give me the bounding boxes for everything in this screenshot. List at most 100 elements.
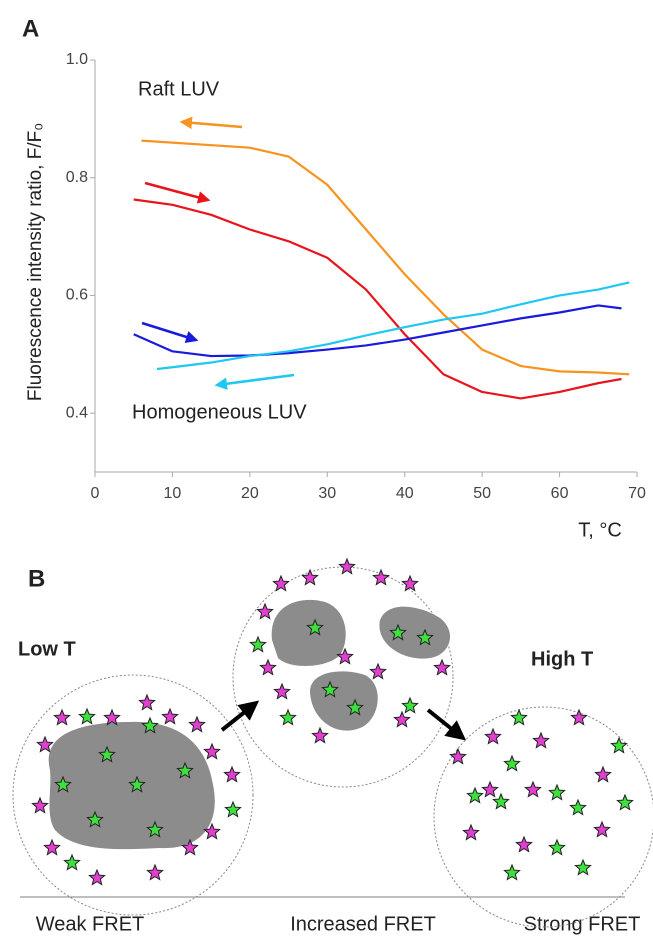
fluorophore <box>103 708 121 726</box>
fluorophore <box>31 796 49 814</box>
x-tick-label: 50 <box>473 485 491 502</box>
line-series <box>133 304 622 358</box>
line-series <box>156 281 630 371</box>
fluorophore <box>259 658 277 676</box>
fluorophore <box>594 765 612 783</box>
fluorophore <box>54 775 72 793</box>
raft-domain <box>379 606 451 659</box>
fluorophore <box>401 696 419 714</box>
fluorophore <box>338 557 356 575</box>
fluorophore <box>272 574 290 592</box>
fluorophore <box>389 623 407 641</box>
line-series <box>133 198 622 400</box>
vesicle <box>433 706 653 928</box>
arrows <box>141 116 295 390</box>
state-label: High T <box>531 648 593 670</box>
fluorophore <box>249 635 267 653</box>
stars <box>31 557 634 886</box>
fluorophore <box>503 863 521 881</box>
fluorophore <box>146 863 164 881</box>
fluorophore <box>515 835 533 853</box>
fluorophore <box>146 820 164 838</box>
fluorophore <box>532 731 550 749</box>
fluorophore <box>548 838 566 856</box>
fluorophore <box>78 707 96 725</box>
fluorophore <box>481 780 499 798</box>
x-tick-label: 40 <box>396 485 414 502</box>
fluorophore <box>593 820 611 838</box>
fluorophore <box>321 680 339 698</box>
fluorophore <box>393 710 411 728</box>
arrow <box>426 708 467 741</box>
fluorophore <box>161 707 179 725</box>
fluorophore <box>203 822 221 840</box>
fluorophore <box>176 761 194 779</box>
fluorophore <box>416 628 434 646</box>
fluorophore <box>569 798 587 816</box>
raft-domain <box>48 721 215 850</box>
fluorophore <box>273 682 291 700</box>
fluorophore <box>616 793 634 811</box>
raft-domain <box>310 671 378 731</box>
panel-b: B Low T High T Weak FRET Increased FRET … <box>12 557 653 935</box>
fluorophore <box>224 800 242 818</box>
caption: Weak FRET <box>36 913 145 935</box>
y-tick-label: 0.6 <box>66 287 88 304</box>
fluorophore <box>484 727 502 745</box>
fluorophore <box>306 618 324 636</box>
x-axis-label: T, °C <box>578 519 622 541</box>
x-tick-label: 60 <box>551 485 569 502</box>
x-tick-label: 10 <box>164 485 182 502</box>
panel-label: B <box>28 565 45 592</box>
fluorophore <box>570 708 588 726</box>
fluorophore <box>188 715 206 733</box>
arrow <box>220 700 260 732</box>
x-tick-label: 30 <box>318 485 336 502</box>
vesicle <box>12 674 254 916</box>
fluorophore <box>449 747 467 765</box>
fluorophore <box>53 708 71 726</box>
fluorophore <box>336 647 354 665</box>
fluorophore <box>462 823 480 841</box>
fluorophore <box>369 662 387 680</box>
fluorophore <box>510 708 528 726</box>
x-tick-label: 0 <box>91 485 100 502</box>
fluorophore <box>223 765 241 783</box>
fluorophore <box>36 735 54 753</box>
fluorophore <box>138 693 156 711</box>
direction-arrow <box>214 373 295 390</box>
fluorophore <box>203 742 221 760</box>
fluorophore <box>346 698 364 716</box>
fluorophore <box>524 780 542 798</box>
raft-domain <box>271 599 346 666</box>
fluorophore <box>401 574 419 592</box>
fluorophore <box>256 602 274 620</box>
caption: Increased FRET <box>290 913 436 935</box>
direction-arrow <box>141 321 199 343</box>
fluorophore <box>574 858 592 876</box>
fluorophore <box>128 775 146 793</box>
fluorophore <box>466 786 484 804</box>
fluorophore <box>88 868 106 886</box>
annotation: Homogeneous LUV <box>132 401 307 423</box>
line-series <box>141 139 630 376</box>
fluorophore <box>301 568 319 586</box>
x-tick-label: 20 <box>241 485 259 502</box>
fluorophore <box>63 853 81 871</box>
fluorophore <box>43 838 61 856</box>
panel-label: A <box>22 15 39 42</box>
fluorophore <box>610 736 628 754</box>
fluorophore <box>279 708 297 726</box>
x-tick-label: 70 <box>628 485 646 502</box>
fluorophore <box>503 754 521 772</box>
fluorophore <box>86 810 104 828</box>
annotation: Raft LUV <box>138 78 220 100</box>
y-axis-label: Fluorescence intensity ratio, F/F₀ <box>25 123 46 401</box>
fluorophore <box>98 745 116 763</box>
fluorophore <box>548 783 566 801</box>
fluorophore <box>181 838 199 856</box>
y-tick-label: 0.8 <box>66 169 88 186</box>
fluorophore <box>492 792 510 810</box>
